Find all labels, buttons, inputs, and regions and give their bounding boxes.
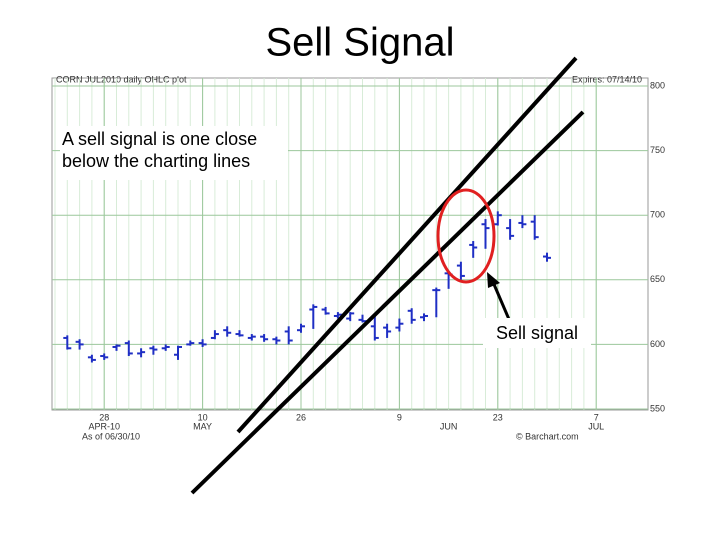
y-tick-label: 750 [650,145,665,155]
trend-line [236,56,578,434]
slide-title: Sell Signal [265,21,454,65]
chart-header: CORN JUL2010 daily OHLC plot [56,74,187,84]
note: A sell signal is one close below the cha… [62,129,258,171]
callout-box [483,318,591,348]
x-tick-label: 9 [397,412,402,422]
y-tick-label: 700 [650,210,665,220]
callout-text: Sell signal [496,323,578,343]
x-tick-label: 10 [198,412,208,422]
x-sublabel: MAY [193,421,212,431]
x-tick-label: 28 [99,412,109,422]
source: © Barchart.com [516,431,579,441]
x-sublabel: JUL [588,421,604,431]
y-tick-label: 600 [650,339,665,349]
y-tick-label: 800 [650,80,665,90]
x-tick-label: 7 [594,412,599,422]
x-tick-label: 26 [296,412,306,422]
x-sublabel: JUN [440,421,458,431]
expires: Expires: 07/14/10 [572,74,642,84]
note-box [60,126,288,180]
note-text: A sell signal is one close below the cha… [62,129,258,171]
x-tick-label: 23 [493,412,503,422]
highlight-circle [436,188,496,284]
y-tick-label: 550 [650,403,665,413]
as-of: As of 06/30/10 [82,431,140,441]
x-sublabel: APR-10 [88,421,120,431]
y-tick-label: 650 [650,274,665,284]
trend-line [190,110,585,495]
arrow-head [487,272,500,288]
